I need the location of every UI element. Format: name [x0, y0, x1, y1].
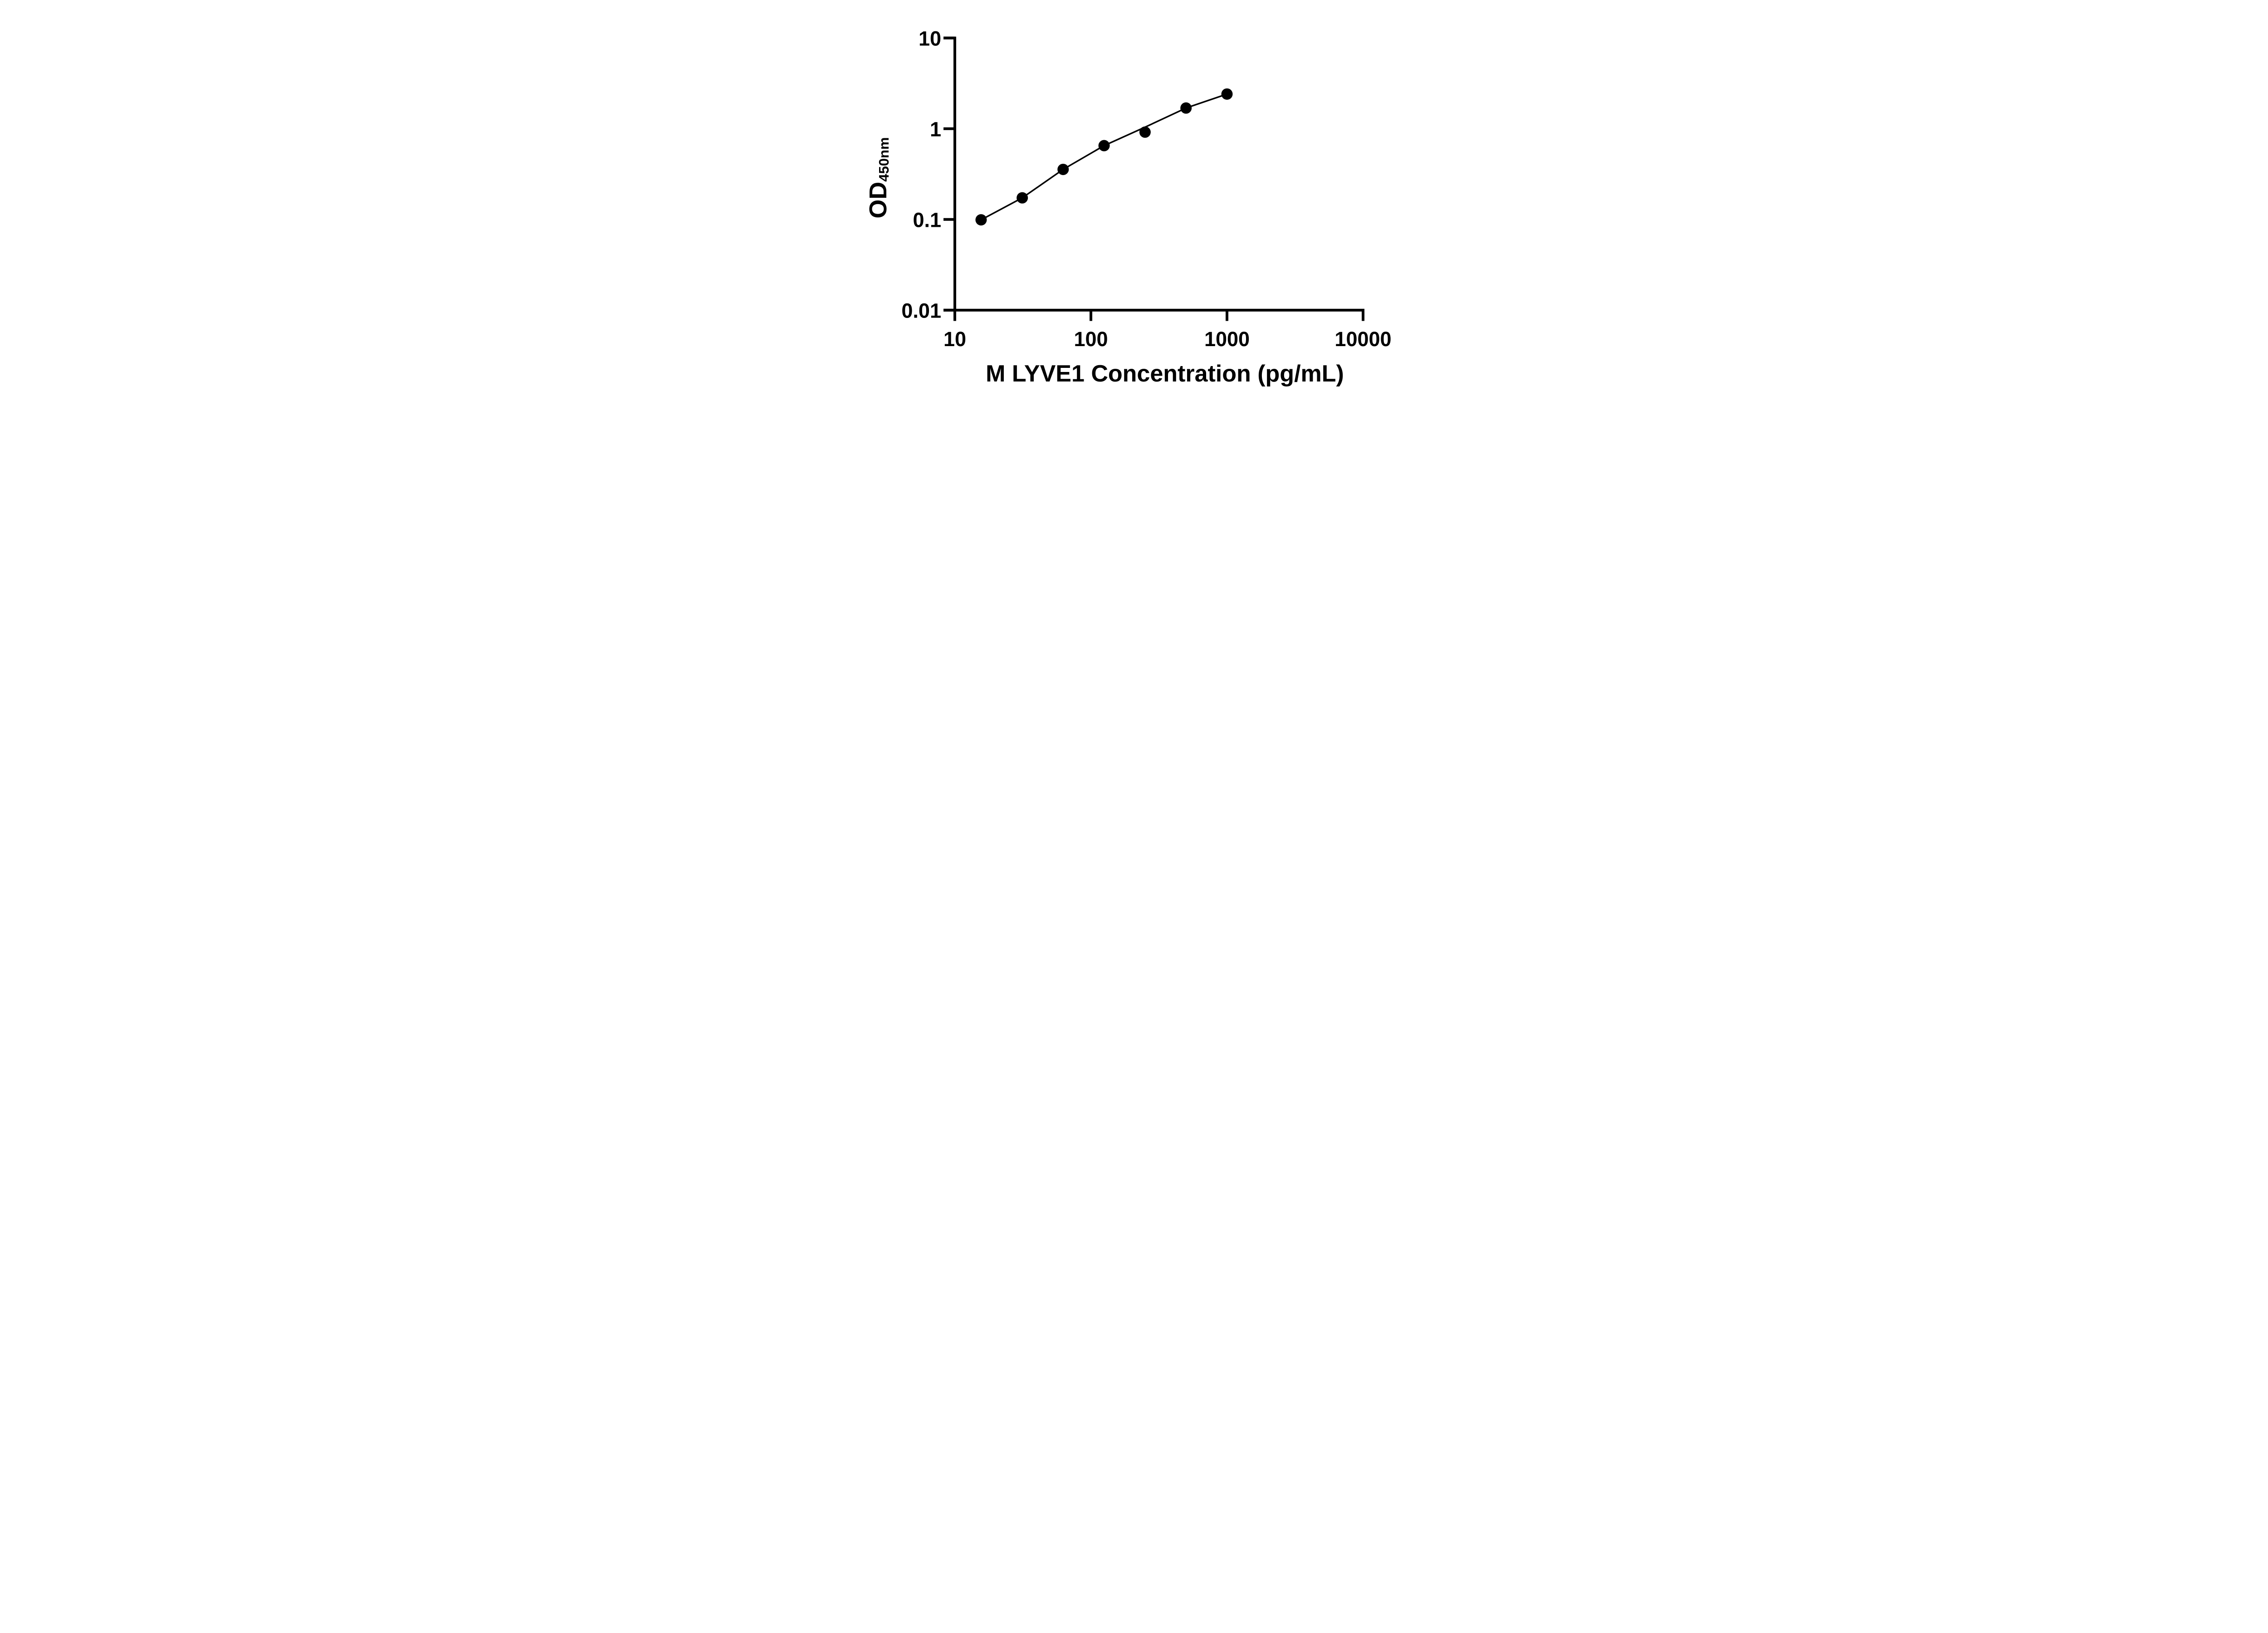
y-axis-tick-label: 10 — [919, 27, 941, 50]
y-axis-title-main: OD — [865, 182, 892, 219]
data-point-marker — [1139, 126, 1151, 138]
x-axis-tick-label: 10 — [943, 328, 966, 351]
axis-ticks — [943, 36, 1364, 321]
data-point-marker — [1057, 163, 1069, 175]
data-point-marker — [975, 214, 987, 226]
x-axis-tick-label: 100 — [1074, 328, 1108, 351]
y-axis-title-subscript: 450nm — [876, 137, 892, 181]
y-axis-tick-label: 1 — [930, 117, 941, 141]
y-axis-tick-label: 0.01 — [901, 299, 941, 322]
y-axis-line — [943, 36, 956, 321]
data-point-marker — [1180, 102, 1192, 114]
axes — [943, 36, 1364, 321]
data-point-marker — [1098, 140, 1110, 152]
data-points — [975, 88, 1233, 226]
data-point-marker — [1017, 192, 1028, 204]
x-axis-tick-label: 1000 — [1204, 328, 1250, 351]
chart-canvas: 10 100 1000 10000 10 1 0.1 0.01 OD450nm M LYVE1… — [865, 27, 1392, 387]
y-axis-title: OD450nm — [865, 137, 892, 218]
y-axis-tick-label: 0.1 — [913, 208, 941, 231]
data-point-marker — [1221, 88, 1233, 100]
x-axis-title: M LYVE1 Concentration (pg/mL) — [986, 361, 1344, 387]
x-axis-tick-label: 10000 — [1334, 328, 1391, 351]
axis-tick-labels: 10 100 1000 10000 10 1 0.1 0.01 — [901, 27, 1391, 351]
elisa-standard-curve-figure: 10 100 1000 10000 10 1 0.1 0.01 OD450nm M LYVE1… — [842, 0, 1426, 408]
x-axis-line — [943, 308, 1364, 321]
